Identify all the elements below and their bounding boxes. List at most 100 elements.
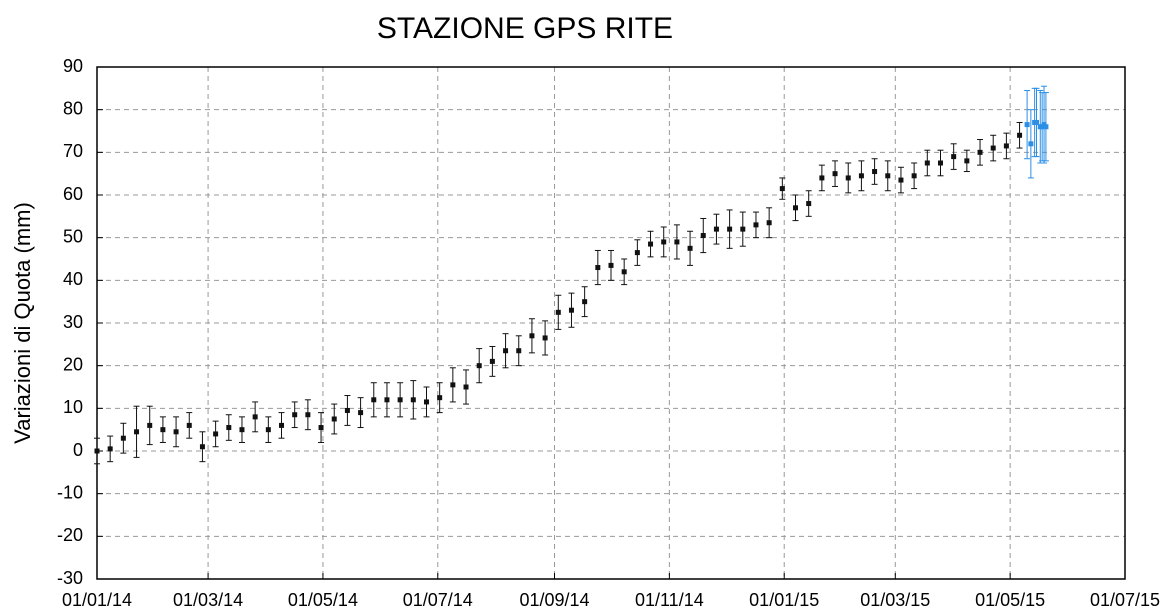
- point: [740, 226, 746, 232]
- point: [265, 427, 271, 433]
- point: [977, 149, 983, 155]
- point: [661, 239, 667, 245]
- point: [1043, 124, 1049, 130]
- x-tick-label: 01/09/14: [519, 590, 589, 610]
- point: [423, 399, 429, 405]
- x-tick-label: 01/05/15: [975, 590, 1045, 610]
- point: [1028, 141, 1034, 147]
- point: [173, 429, 179, 435]
- point: [134, 429, 140, 435]
- point: [964, 158, 970, 164]
- x-tick-label: 01/03/15: [860, 590, 930, 610]
- x-tick-label: 01/11/14: [635, 590, 704, 610]
- point: [806, 201, 812, 207]
- point: [951, 154, 957, 160]
- point: [410, 397, 416, 403]
- point: [344, 407, 350, 413]
- point: [199, 444, 205, 450]
- point: [568, 307, 574, 313]
- point: [1034, 119, 1040, 125]
- x-tick-label: 01/03/14: [173, 590, 243, 610]
- point: [1017, 132, 1023, 138]
- point: [924, 160, 930, 166]
- y-axis-label: Variazioni di Quota (mm): [10, 202, 35, 444]
- point: [489, 358, 495, 364]
- point: [252, 414, 258, 420]
- point: [845, 175, 851, 181]
- point: [437, 395, 443, 401]
- y-tick-label: 90: [63, 56, 83, 76]
- point: [1024, 122, 1030, 128]
- point: [213, 431, 219, 437]
- point: [858, 173, 864, 179]
- point: [885, 173, 891, 179]
- point: [371, 397, 377, 403]
- x-tick-label: 01/01/14: [62, 590, 132, 610]
- point: [911, 173, 917, 179]
- point: [186, 422, 192, 428]
- point: [582, 299, 588, 305]
- point: [898, 177, 904, 183]
- point: [779, 186, 785, 192]
- point: [147, 422, 153, 428]
- point: [503, 348, 509, 354]
- point: [727, 226, 733, 232]
- point: [160, 427, 166, 433]
- x-tick-label: 01/07/14: [403, 590, 473, 610]
- point: [331, 416, 337, 422]
- point: [608, 262, 614, 268]
- point: [621, 269, 627, 275]
- y-tick-label: -30: [57, 568, 83, 588]
- point: [872, 169, 878, 175]
- chart-title: STAZIONE GPS RITE: [377, 12, 673, 45]
- point: [753, 222, 759, 228]
- y-tick-label: -10: [57, 482, 83, 502]
- y-tick-label: 80: [63, 98, 83, 118]
- y-tick-label: 50: [63, 226, 83, 246]
- point: [516, 348, 522, 354]
- point: [1003, 143, 1009, 149]
- point: [107, 446, 113, 452]
- point: [529, 333, 535, 339]
- point: [292, 412, 298, 418]
- point: [990, 145, 996, 151]
- y-tick-label: 60: [63, 184, 83, 204]
- y-tick-label: -20: [57, 525, 83, 545]
- point: [94, 448, 100, 454]
- point: [384, 397, 390, 403]
- plot-frame: [96, 66, 1126, 580]
- x-tick-label: 01/07/15: [1090, 590, 1160, 610]
- point: [450, 382, 456, 388]
- point: [648, 241, 654, 247]
- point: [766, 220, 772, 226]
- point: [120, 435, 126, 441]
- point: [634, 250, 640, 256]
- point: [674, 239, 680, 245]
- point: [595, 265, 601, 271]
- point: [226, 425, 232, 431]
- point: [279, 422, 285, 428]
- point: [819, 175, 825, 181]
- point: [397, 397, 403, 403]
- point: [476, 363, 482, 369]
- point: [793, 205, 799, 211]
- point: [555, 309, 561, 315]
- y-tick-label: 70: [63, 141, 83, 161]
- y-tick-label: 20: [63, 354, 83, 374]
- point: [318, 425, 324, 431]
- point: [305, 412, 311, 418]
- point: [239, 427, 245, 433]
- y-tick-label: 30: [63, 312, 83, 332]
- y-tick-label: 0: [73, 440, 83, 460]
- point: [542, 335, 548, 341]
- x-tick-label: 01/01/15: [749, 590, 819, 610]
- point: [937, 160, 943, 166]
- point: [463, 384, 469, 390]
- point: [832, 171, 838, 177]
- point: [358, 410, 364, 416]
- y-tick-label: 10: [63, 397, 83, 417]
- point: [687, 245, 693, 251]
- x-tick-label: 01/05/14: [288, 590, 358, 610]
- y-tick-label: 40: [63, 269, 83, 289]
